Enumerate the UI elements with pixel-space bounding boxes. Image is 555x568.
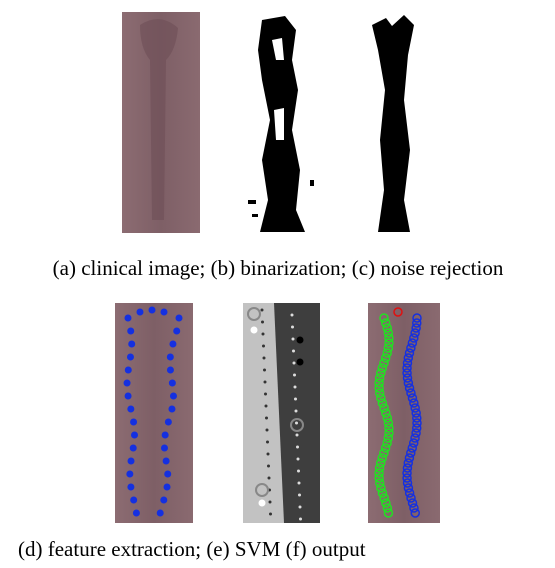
- marker: [296, 434, 299, 437]
- panel-binarization: [248, 16, 314, 232]
- marker: [130, 419, 137, 426]
- marker: [164, 484, 171, 491]
- marker: [299, 518, 302, 521]
- marker: [167, 367, 174, 374]
- marker: [124, 380, 131, 387]
- marker: [294, 398, 297, 401]
- marker: [137, 309, 144, 316]
- marker: [130, 497, 137, 504]
- marker: [291, 326, 294, 329]
- caption: (a) clinical image; (b) binarization; (c…: [53, 256, 504, 280]
- marker: [267, 453, 270, 456]
- marker: [126, 471, 133, 478]
- marker: [263, 369, 266, 372]
- marker: [297, 470, 300, 473]
- marker: [268, 477, 271, 480]
- marker: [293, 362, 296, 365]
- marker: [251, 327, 258, 334]
- marker: [131, 432, 138, 439]
- marker: [160, 497, 167, 504]
- marker: [170, 393, 177, 400]
- marker: [133, 510, 140, 517]
- marker: [266, 441, 269, 444]
- marker: [269, 513, 272, 516]
- marker: [291, 314, 294, 317]
- marker: [269, 501, 272, 504]
- marker: [125, 367, 132, 374]
- marker: [262, 333, 265, 336]
- marker: [293, 374, 296, 377]
- marker: [266, 429, 269, 432]
- marker: [173, 328, 180, 335]
- marker: [297, 337, 304, 344]
- marker: [298, 494, 301, 497]
- marker: [169, 341, 176, 348]
- marker: [161, 309, 168, 316]
- marker: [127, 354, 134, 361]
- marker: [298, 482, 301, 485]
- marker: [162, 432, 169, 439]
- marker: [297, 359, 304, 366]
- panel-output: [368, 303, 440, 523]
- marker: [267, 465, 270, 468]
- marker: [295, 422, 298, 425]
- marker: [130, 445, 137, 452]
- marker: [167, 354, 174, 361]
- caption: (d) feature extraction; (e) SVM (f) outp…: [18, 537, 366, 561]
- marker: [176, 315, 183, 322]
- marker: [168, 406, 175, 413]
- marker: [149, 307, 156, 314]
- marker: [292, 338, 295, 341]
- marker: [163, 458, 170, 465]
- marker: [265, 405, 268, 408]
- panel-svm: [243, 303, 320, 523]
- marker: [127, 406, 134, 413]
- marker: [127, 484, 134, 491]
- marker: [161, 445, 168, 452]
- marker: [299, 506, 302, 509]
- marker: [165, 419, 172, 426]
- marker: [297, 458, 300, 461]
- marker: [296, 446, 299, 449]
- panel-feature-extraction: [115, 303, 193, 523]
- figure: (a) clinical image; (b) binarization; (c…: [0, 0, 555, 568]
- marker: [292, 350, 295, 353]
- panel-noise-rejection: [372, 15, 414, 232]
- marker: [169, 380, 176, 387]
- marker: [128, 341, 135, 348]
- marker: [261, 321, 264, 324]
- marker: [262, 345, 265, 348]
- marker: [128, 458, 135, 465]
- marker: [294, 386, 297, 389]
- marker: [264, 381, 267, 384]
- marker: [261, 309, 264, 312]
- marker: [127, 328, 134, 335]
- marker: [125, 393, 132, 400]
- marker: [264, 393, 267, 396]
- marker: [265, 417, 268, 420]
- marker: [125, 315, 132, 322]
- marker: [157, 510, 164, 517]
- marker: [295, 410, 298, 413]
- marker: [164, 471, 171, 478]
- marker: [259, 500, 266, 507]
- panel-clinical: [122, 12, 200, 233]
- marker: [263, 357, 266, 360]
